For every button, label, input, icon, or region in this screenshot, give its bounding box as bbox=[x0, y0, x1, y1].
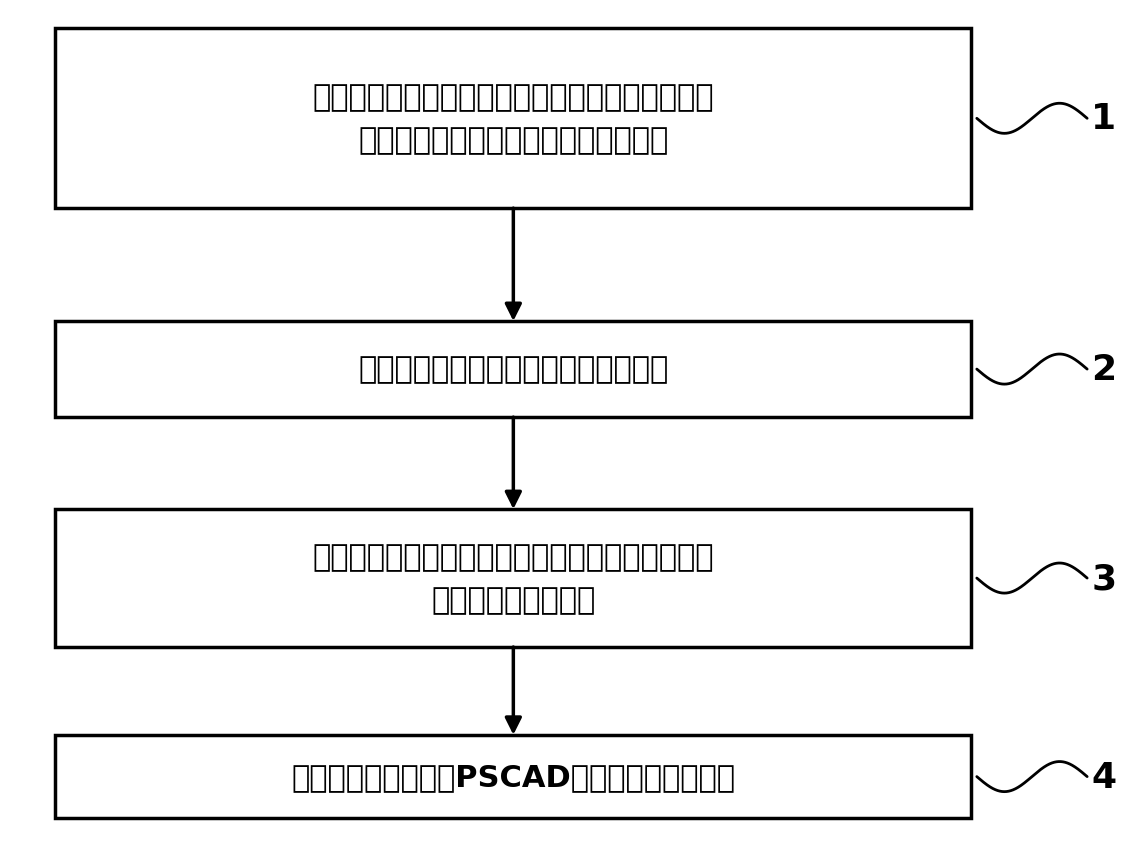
Bar bbox=[55, 509, 972, 648]
FancyArrowPatch shape bbox=[507, 417, 520, 505]
Text: 在电磁暂态仿真软件PSCAD中实现子模块的编写: 在电磁暂态仿真软件PSCAD中实现子模块的编写 bbox=[292, 763, 735, 792]
Bar bbox=[55, 29, 972, 209]
Bar bbox=[55, 321, 972, 417]
FancyArrowPatch shape bbox=[507, 209, 520, 318]
Text: 1: 1 bbox=[1091, 102, 1116, 136]
Text: 设置子模块的故障类型，根据子模块的故障类型修
正子模块的等效模型: 设置子模块的故障类型，根据子模块的故障类型修 正子模块的等效模型 bbox=[313, 543, 714, 614]
Text: 3: 3 bbox=[1091, 561, 1116, 596]
Text: 4: 4 bbox=[1091, 760, 1116, 794]
FancyArrowPatch shape bbox=[507, 648, 520, 731]
Text: 修正处于闭锁状态的子模块的等效状态: 修正处于闭锁状态的子模块的等效状态 bbox=[358, 355, 669, 384]
Text: 2: 2 bbox=[1091, 353, 1116, 387]
Text: 确定每个子模块的等效状态和等效模型，将各个子
模块的等效模型合并为戴维南等效模型: 确定每个子模块的等效状态和等效模型，将各个子 模块的等效模型合并为戴维南等效模型 bbox=[313, 83, 714, 155]
Bar bbox=[55, 735, 972, 819]
